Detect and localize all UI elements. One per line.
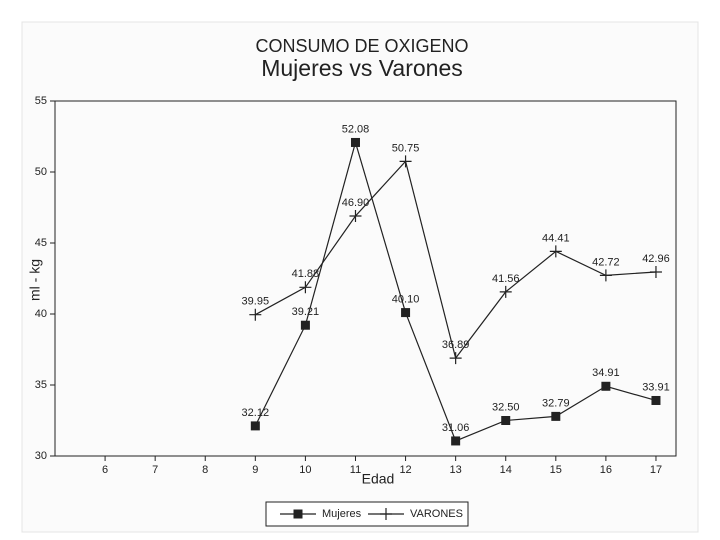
data-label: 46.90 [342,197,370,209]
data-label: 40.10 [392,293,420,305]
data-label: 50.75 [392,142,420,154]
data-label: 39.21 [292,306,320,318]
legend-label: Mujeres [322,508,362,520]
point [299,281,312,294]
point [551,411,561,421]
point [651,395,661,405]
data-label: 44.41 [542,232,570,244]
y-tick-label: 50 [35,166,47,178]
point [449,352,462,365]
chart-title: CONSUMO DE OXIGENO [255,36,468,56]
x-tick-label: 16 [600,464,612,476]
data-label: 32.79 [542,397,570,409]
point [501,416,511,425]
point [349,210,362,223]
point [250,421,260,431]
x-tick-label: 12 [399,464,411,476]
x-tick-label: 10 [299,464,311,476]
x-tick-label: 17 [650,464,662,476]
y-tick-label: 40 [35,308,47,320]
point [599,269,612,282]
data-label: 39.95 [242,296,270,308]
data-label: 42.72 [592,256,620,268]
data-label: 36.89 [442,339,470,351]
plot-frame [54,100,677,457]
y-tick-label: 45 [35,237,47,249]
data-label: 32.50 [492,401,520,413]
y-tick-label: 30 [35,450,47,462]
x-tick-label: 9 [252,464,258,476]
point [451,436,461,446]
data-label: 33.91 [642,381,670,393]
point [249,308,262,321]
x-axis-label: Edad [362,471,395,487]
x-tick-label: 15 [550,464,562,476]
y-tick-label: 55 [35,95,47,107]
data-label: 31.06 [442,422,470,434]
frame [21,21,699,533]
data-label: 42.96 [642,253,670,265]
point [601,381,611,391]
y-tick-label: 35 [35,379,47,391]
point [499,285,512,298]
point [649,265,662,278]
data-label: 34.91 [592,367,620,379]
chart-subtitle: Mujeres vs Varones [261,55,463,81]
x-tick-label: 13 [450,464,462,476]
y-axis-label: ml - kg [27,259,43,301]
legend-label: VARONES [410,508,463,520]
x-tick-label: 14 [500,464,512,476]
point [549,245,562,258]
data-label: 41.88 [292,268,320,280]
data-label: 32.12 [242,407,270,419]
x-tick-label: 8 [202,464,208,476]
x-tick-label: 6 [102,464,108,476]
x-tick-label: 11 [350,464,361,476]
point [399,155,412,168]
data-label: 41.56 [492,273,520,285]
x-tick-label: 7 [152,464,158,476]
point [401,308,411,318]
point [300,320,310,330]
legend-marker [293,509,303,519]
legend-marker [380,508,392,520]
point [350,137,360,147]
data-label: 52.08 [342,123,370,135]
